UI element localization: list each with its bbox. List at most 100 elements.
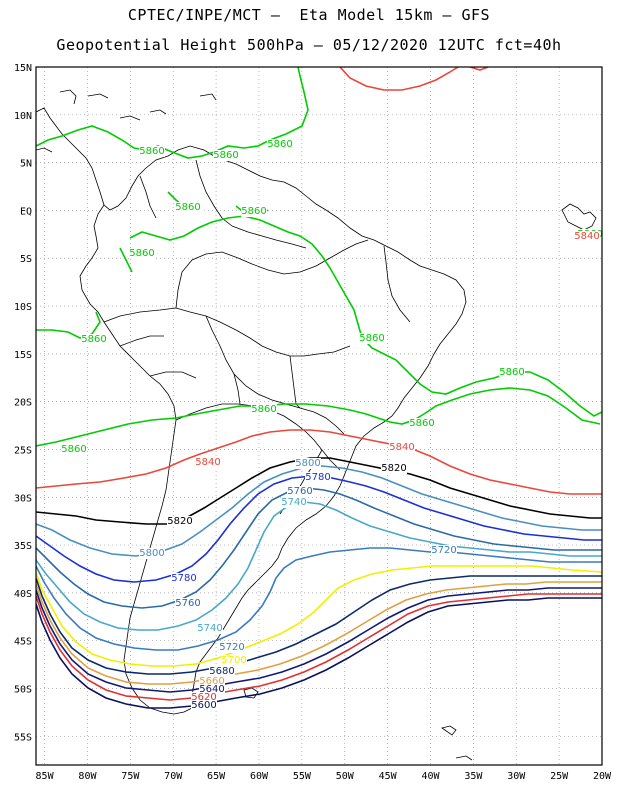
contour-label-bg [389, 442, 415, 453]
lon-tick-label: 35W [464, 771, 483, 782]
lon-tick-label: 55W [293, 771, 312, 782]
contour-label-5740: 5740 [197, 623, 222, 634]
contour-label-bg [81, 334, 107, 345]
lat-tick-label: 50S [14, 685, 32, 696]
contour-label-bg [209, 666, 235, 677]
contour-label-5740: 5740 [281, 497, 306, 508]
lon-tick-label: 85W [36, 771, 55, 782]
coastlines-and-borders [36, 89, 597, 761]
contour-label-5860: 5860 [129, 248, 154, 259]
map-title-line2: Geopotential Height 500hPa – 05/12/2020 … [56, 36, 562, 54]
contour-label-bg [175, 202, 201, 213]
contour-label-5860: 5860 [267, 139, 292, 150]
lat-tick-label: 15S [14, 350, 32, 361]
contour-label-5760: 5760 [287, 486, 312, 497]
lon-tick-label: 80W [78, 771, 97, 782]
contour-label-bg [195, 457, 221, 468]
contour-label-5800: 5800 [139, 548, 164, 559]
contour-label-bg [221, 655, 247, 666]
contour-label-bg [171, 573, 197, 584]
contour-label-5720: 5720 [431, 545, 456, 556]
contour-5600 [36, 597, 602, 709]
contour-label-bg [241, 206, 267, 217]
contour-label-5860: 5860 [359, 333, 384, 344]
contour-label-5860: 5860 [175, 202, 200, 213]
contour-label-5860: 5860 [81, 334, 106, 345]
contour-label-bg [61, 444, 87, 455]
contour-label-5860: 5860 [213, 150, 238, 161]
lat-tick-label: 5N [20, 159, 32, 170]
lat-tick-label: 10S [14, 302, 32, 313]
contour-label-5720: 5720 [219, 642, 244, 653]
contour-label-5820: 5820 [167, 516, 192, 527]
lat-tick-label: 40S [14, 589, 32, 600]
contour-labels: 5860 5860 5860 5860 5860 5860 5860 5860 5860 5860… [61, 139, 602, 711]
contour-label-5700: 5700 [221, 655, 246, 666]
contour-label-5600: 5600 [191, 700, 216, 711]
lat-tick-label: 5S [20, 254, 32, 265]
contour-label-5860: 5860 [251, 404, 276, 415]
contour-5620 [36, 593, 602, 701]
lat-tick-label: 35S [14, 541, 32, 552]
lat-tick-label: 15N [14, 63, 32, 74]
lat-tick-label: EQ [20, 206, 32, 217]
contour-label-5660: 5660 [199, 676, 224, 687]
contour-label-bg [251, 404, 277, 415]
contour-5860-west [36, 311, 101, 339]
contour-label-5840: 5840 [195, 457, 220, 468]
contour-label-5760: 5760 [175, 598, 200, 609]
contour-5840 [36, 429, 602, 495]
contour-label-5800: 5800 [295, 458, 320, 469]
map-frame [35, 66, 603, 766]
graticule [36, 66, 603, 765]
lon-tick-label: 25W [550, 771, 569, 782]
lon-tick-label: 20W [593, 771, 612, 782]
latitude-labels: 15N 10N 5N EQ 5S 10S 15S 20S 25S 30S 35S 40S 45S 50S 5… [14, 63, 32, 743]
lon-tick-label: 45W [379, 771, 398, 782]
contour-label-bg [267, 139, 293, 150]
lon-tick-label: 65W [207, 771, 226, 782]
lon-tick-label: 60W [250, 771, 269, 782]
contour-label-5640: 5640 [199, 684, 224, 695]
lon-tick-label: 30W [507, 771, 526, 782]
map-title-line1: CPTEC/INPE/MCT – Eta Model 15km – GFS [127, 6, 491, 24]
lat-tick-label: 55S [14, 732, 32, 743]
contour-5780 [36, 475, 602, 583]
contour-label-bg [199, 676, 225, 687]
lon-tick-label: 70W [164, 771, 183, 782]
contour-label-5840: 5840 [389, 442, 414, 453]
contour-label-bg [574, 231, 600, 242]
contour-label-5860: 5860 [61, 444, 86, 455]
contour-5660 [36, 581, 602, 685]
lat-tick-label: 10N [14, 111, 32, 122]
contour-5680 [36, 575, 602, 675]
contour-label-bg [139, 146, 165, 157]
contour-label-bg [295, 458, 321, 469]
contour-label-bg [213, 150, 239, 161]
contour-label-5680: 5680 [209, 666, 234, 677]
lat-tick-label: 45S [14, 637, 32, 648]
contour-label-bg [219, 642, 245, 653]
contour-label-bg [281, 497, 307, 508]
contour-label-bg [167, 516, 193, 527]
lon-tick-label: 75W [121, 771, 140, 782]
contour-label-bg [305, 472, 331, 483]
contour-label-bg [359, 333, 385, 344]
contour-label-5860: 5860 [499, 367, 524, 378]
contour-5700 [36, 565, 602, 667]
contour-5740 [36, 501, 602, 631]
contour-label-bg [197, 623, 223, 634]
contour-label-bg [431, 545, 457, 556]
contour-5640 [36, 587, 602, 693]
contour-5760 [36, 487, 602, 609]
lat-tick-label: 20S [14, 398, 32, 409]
lon-tick-label: 50W [336, 771, 355, 782]
contour-label-bg [191, 700, 217, 711]
contour-label-bg [175, 598, 201, 609]
contour-label-5860: 5860 [241, 206, 266, 217]
contour-label-bg [191, 692, 217, 703]
contour-label-5820: 5820 [381, 463, 406, 474]
contour-label-5860: 5860 [409, 418, 434, 429]
contour-label-5840: 5840 [574, 231, 599, 242]
